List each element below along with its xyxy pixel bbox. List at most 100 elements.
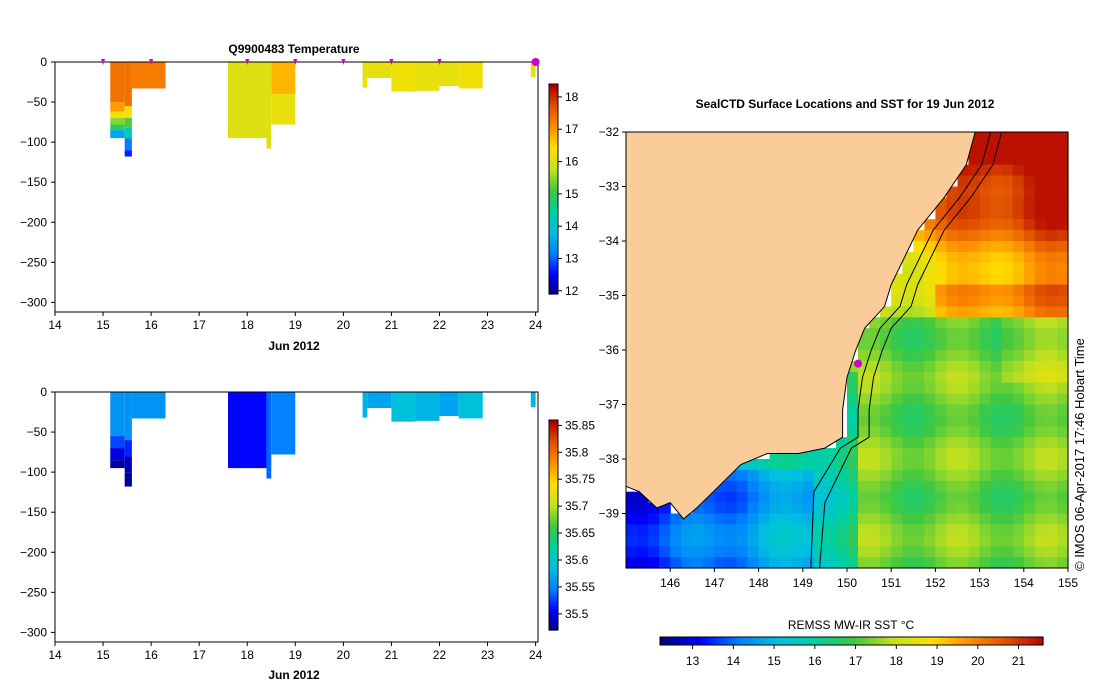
sst-colorbar-step bbox=[923, 637, 929, 645]
sst-colorbar-step bbox=[702, 637, 708, 645]
map-ytick-label: −38 bbox=[599, 452, 620, 466]
sst-cell bbox=[946, 437, 959, 449]
sst-cell bbox=[869, 480, 881, 493]
sst-cell bbox=[703, 546, 715, 558]
sst-cell bbox=[924, 284, 936, 297]
sst-cell bbox=[1012, 153, 1025, 166]
sst-cell bbox=[979, 284, 992, 297]
temp-colorbar-step bbox=[549, 115, 558, 120]
sst-cell bbox=[957, 469, 970, 482]
sst-colorbar-label: 16 bbox=[808, 654, 822, 668]
sst-colorbar-step bbox=[885, 637, 891, 645]
sst-cell bbox=[858, 502, 870, 515]
sst-cell bbox=[957, 513, 970, 525]
sst-cell bbox=[979, 251, 992, 264]
sst-colorbar-step bbox=[945, 637, 950, 645]
sst-cell bbox=[836, 502, 848, 515]
sst-cell bbox=[968, 371, 981, 384]
sst-cell bbox=[902, 295, 914, 307]
sst-cell bbox=[1012, 415, 1025, 427]
sst-colorbar-label: REMSS MW-IR SST °C bbox=[788, 618, 915, 632]
sst-colorbar-step bbox=[864, 637, 870, 645]
sst-cell bbox=[913, 546, 925, 558]
sal-ytick-label: −300 bbox=[20, 625, 47, 639]
sst-cell bbox=[957, 328, 970, 340]
sst-cell bbox=[957, 208, 970, 220]
sst-cell bbox=[902, 426, 914, 438]
sst-cell bbox=[847, 557, 859, 569]
sst-cell bbox=[880, 437, 892, 449]
sst-cell bbox=[1001, 295, 1014, 307]
sst-cell bbox=[935, 459, 948, 471]
sst-cell bbox=[957, 230, 970, 242]
sst-colorbar-step bbox=[872, 637, 878, 645]
sst-colorbar-step bbox=[881, 637, 887, 645]
sst-cell bbox=[1045, 437, 1058, 449]
temp-colorbar-step bbox=[549, 154, 558, 159]
sst-cell bbox=[891, 546, 903, 558]
sst-cell bbox=[1034, 284, 1047, 297]
temp-xtick-label: 14 bbox=[48, 318, 62, 332]
sst-cell bbox=[979, 328, 992, 340]
sst-colorbar-label: 19 bbox=[930, 654, 944, 668]
sst-cell bbox=[935, 502, 948, 515]
temp-profile-cell bbox=[124, 150, 132, 157]
temp-colorbar-step bbox=[549, 273, 558, 278]
sst-cell bbox=[1001, 339, 1014, 351]
sst-cell bbox=[736, 469, 749, 482]
sst-cell bbox=[670, 546, 682, 558]
sal-ytick-label: −100 bbox=[20, 465, 47, 479]
temp-colorbar-step bbox=[549, 147, 558, 152]
sst-cell bbox=[924, 393, 936, 406]
map-ytick-label: −37 bbox=[599, 398, 620, 412]
sst-cell bbox=[1001, 208, 1014, 220]
sst-cell bbox=[869, 426, 881, 438]
sst-cell bbox=[1012, 175, 1025, 188]
sst-cell bbox=[824, 502, 837, 515]
sst-cell bbox=[802, 459, 815, 471]
sst-cell bbox=[1023, 317, 1036, 329]
sst-colorbar-step bbox=[770, 637, 776, 645]
temp-colorbar-step bbox=[549, 280, 558, 285]
sst-cell bbox=[758, 469, 771, 482]
sst-cell bbox=[780, 469, 793, 482]
sst-cell bbox=[858, 557, 870, 569]
sst-cell bbox=[946, 513, 959, 525]
sst-cell bbox=[1057, 350, 1069, 362]
sst-cell bbox=[968, 437, 981, 449]
sst-cell bbox=[869, 360, 881, 373]
sal-colorbar-step bbox=[549, 605, 558, 610]
sst-cell bbox=[714, 502, 727, 515]
temp-colorbar-label: 14 bbox=[565, 219, 579, 233]
sst-cell bbox=[1023, 284, 1036, 297]
sst-cell bbox=[990, 404, 1003, 416]
sst-cell bbox=[902, 382, 914, 395]
sst-cell bbox=[946, 480, 959, 493]
sst-cell bbox=[924, 524, 936, 536]
sst-cell bbox=[913, 317, 925, 329]
sal-xtick-label: 23 bbox=[481, 648, 495, 662]
sst-cell bbox=[1057, 546, 1069, 558]
sst-cell bbox=[1045, 535, 1058, 547]
sst-cell bbox=[869, 513, 881, 525]
sst-cell bbox=[1001, 524, 1014, 536]
sst-colorbar-step bbox=[1008, 637, 1014, 645]
sal-profile-cell bbox=[362, 392, 368, 418]
sal-colorbar-step bbox=[549, 472, 558, 477]
sst-cell bbox=[1023, 513, 1036, 525]
sst-cell bbox=[824, 557, 837, 569]
sst-colorbar-step bbox=[1017, 637, 1023, 645]
temp-colorbar-step bbox=[549, 262, 558, 267]
sst-cell bbox=[791, 480, 804, 493]
temp-xtick-label: 19 bbox=[289, 318, 303, 332]
sst-cell bbox=[747, 546, 760, 558]
temp-profile-cell bbox=[362, 62, 368, 88]
sst-cell bbox=[1012, 273, 1025, 286]
sst-cell bbox=[924, 480, 936, 493]
sst-cell bbox=[979, 186, 992, 198]
sst-cell bbox=[891, 448, 903, 460]
sst-cell bbox=[891, 382, 903, 395]
sal-xtick-label: 19 bbox=[289, 648, 303, 662]
sst-cell bbox=[626, 513, 638, 525]
sst-cell bbox=[847, 382, 859, 395]
